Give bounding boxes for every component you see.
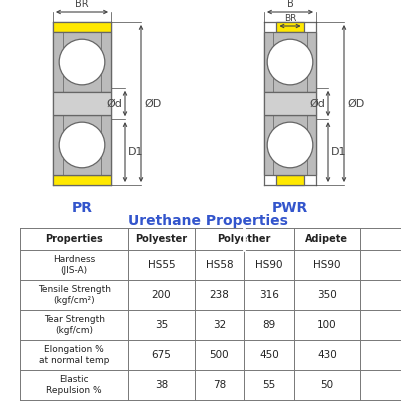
Text: Elastic
Repulsion %: Elastic Repulsion % [46,375,102,395]
Bar [264,115,316,175]
Text: PWR: PWR [272,201,308,215]
Text: Elongation %
at normal temp: Elongation % at normal temp [39,345,109,365]
Text: 32: 32 [213,320,226,330]
Circle shape [59,39,105,85]
Text: Hardness
(JIS-A): Hardness (JIS-A) [53,255,95,275]
Text: Tear Strength
(kgf/cm): Tear Strength (kgf/cm) [44,315,105,335]
Text: D1: D1 [331,147,347,157]
Text: 450: 450 [259,350,279,360]
Text: PR: PR [72,201,92,215]
Bar [277,22,304,32]
Text: Adipete: Adipete [305,234,348,244]
Circle shape [267,122,313,168]
Text: Polyether: Polyether [218,234,271,244]
Text: 316: 316 [259,290,279,300]
Text: Tensile Strength
(kgf/cm²): Tensile Strength (kgf/cm²) [38,285,111,305]
Text: ØD: ØD [347,99,364,109]
Text: HS55: HS55 [148,260,176,270]
Text: 238: 238 [210,290,230,300]
Text: B: B [287,0,293,9]
Text: Polyester: Polyester [136,234,188,244]
Text: 675: 675 [151,350,171,360]
Text: 500: 500 [210,350,229,360]
Text: Ød: Ød [106,99,122,109]
Text: HS90: HS90 [255,260,282,270]
Text: HS58: HS58 [206,260,233,270]
Text: 100: 100 [317,320,337,330]
Bar [53,115,111,175]
Text: BR: BR [75,0,89,9]
Bar [53,32,111,92]
Text: 350: 350 [317,290,337,300]
Text: 430: 430 [317,350,337,360]
Text: Properties: Properties [45,234,103,244]
Text: Ød: Ød [309,99,325,109]
Text: 55: 55 [262,380,275,390]
Text: 50: 50 [320,380,333,390]
Text: ØD: ØD [144,99,161,109]
Text: 200: 200 [152,290,171,300]
Bar [53,175,111,185]
Bar [264,32,316,92]
Text: D1: D1 [128,147,144,157]
Text: HS90: HS90 [313,260,341,270]
Text: 35: 35 [155,320,168,330]
Bar [53,22,111,32]
Text: 78: 78 [213,380,226,390]
Circle shape [267,39,313,85]
Text: 89: 89 [262,320,275,330]
Bar [264,92,316,115]
Text: 38: 38 [155,380,168,390]
Text: Urethane Properties: Urethane Properties [128,214,288,228]
Text: BR: BR [284,14,296,23]
Bar [53,92,111,115]
Bar [277,175,304,185]
Circle shape [59,122,105,168]
